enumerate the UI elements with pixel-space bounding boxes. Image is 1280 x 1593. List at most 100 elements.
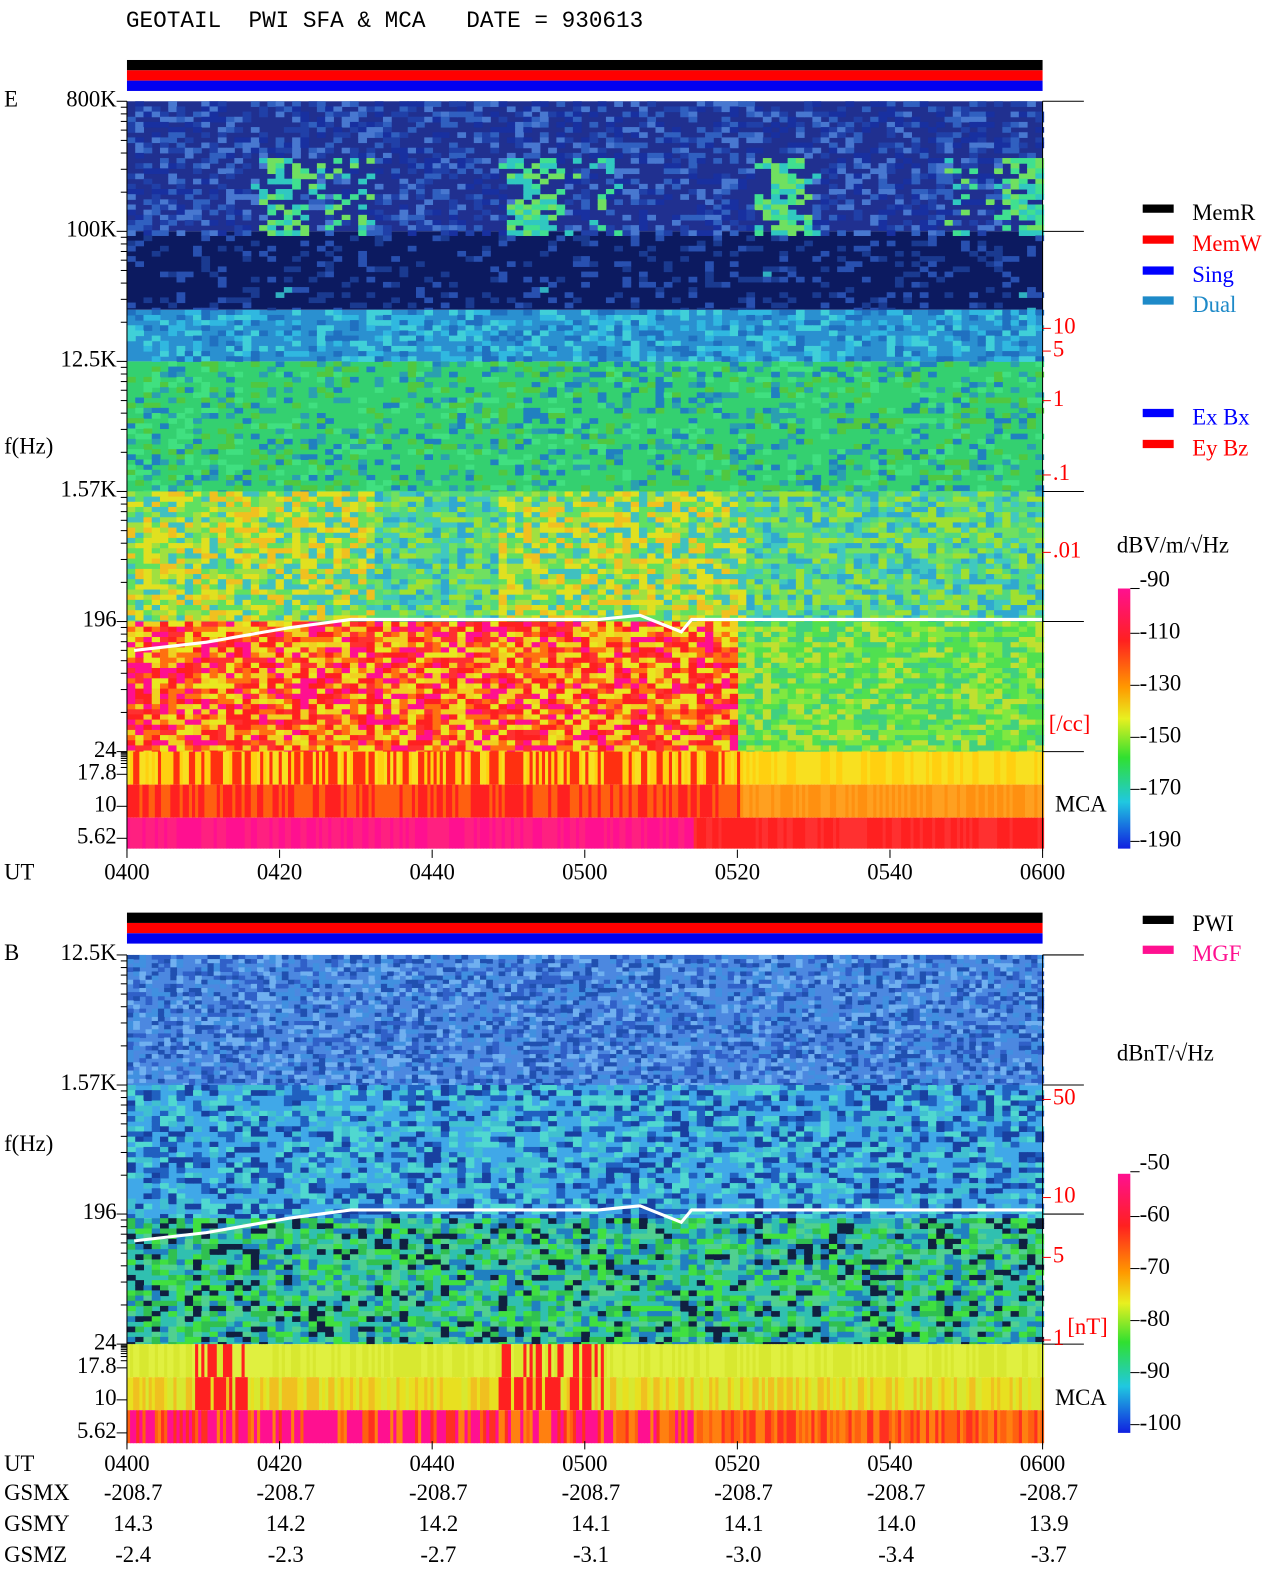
spectrogram-cell bbox=[903, 470, 912, 476]
spectrogram-cell bbox=[482, 485, 491, 491]
spectrogram-cell bbox=[862, 497, 871, 503]
spectrogram-cell bbox=[961, 137, 970, 143]
spectrogram-cell bbox=[796, 179, 805, 185]
spectrogram-cell bbox=[540, 538, 549, 544]
spectrogram-cell bbox=[655, 235, 664, 241]
spectrogram-cell bbox=[127, 507, 136, 513]
spectrogram-cell bbox=[622, 168, 631, 174]
spectrogram-cell bbox=[903, 533, 912, 539]
spectrogram-cell bbox=[647, 282, 656, 288]
spectrogram-cell bbox=[276, 429, 285, 435]
spectrogram-cell bbox=[251, 507, 260, 513]
spectrogram-cell bbox=[127, 336, 136, 342]
spectrogram-cell bbox=[152, 372, 161, 378]
spectrogram-cell bbox=[300, 423, 309, 429]
spectrogram-cell bbox=[243, 215, 252, 221]
spectrogram-cell bbox=[887, 127, 896, 133]
spectrogram-cell bbox=[920, 256, 929, 262]
spectrogram-cell bbox=[945, 475, 954, 481]
spectrogram-cell bbox=[317, 194, 326, 200]
spectrogram-cell bbox=[193, 163, 202, 169]
spectrogram-cell bbox=[499, 310, 508, 316]
spectrogram-cell bbox=[961, 485, 970, 491]
spectrogram-cell bbox=[672, 310, 681, 316]
spectrogram-cell bbox=[573, 261, 582, 267]
spectrogram-cell bbox=[292, 256, 301, 262]
spectrogram-cell bbox=[325, 548, 334, 554]
spectrogram-cell bbox=[581, 194, 590, 200]
spectrogram-cell bbox=[845, 315, 854, 321]
spectrogram-cell bbox=[416, 101, 425, 107]
spectrogram-cell bbox=[821, 392, 830, 398]
spectrogram-cell bbox=[408, 310, 417, 316]
spectrogram-cell bbox=[135, 330, 144, 336]
spectrogram-cell bbox=[416, 215, 425, 221]
spectrogram-cell bbox=[598, 163, 607, 169]
spectrogram-cell bbox=[532, 220, 541, 226]
spectrogram-cell bbox=[573, 117, 582, 123]
spectrogram-cell bbox=[680, 480, 689, 486]
spectrogram-cell bbox=[655, 287, 664, 293]
spectrogram-cell bbox=[234, 528, 243, 534]
spectrogram-cell bbox=[391, 485, 400, 491]
spectrogram-cell bbox=[994, 491, 1003, 497]
spectrogram-cell bbox=[441, 398, 450, 404]
spectrogram-cell bbox=[457, 512, 466, 518]
spectrogram-cell bbox=[168, 330, 177, 336]
spectrogram-cell bbox=[911, 533, 920, 539]
spectrogram-cell bbox=[622, 261, 631, 267]
spectrogram-cell bbox=[168, 127, 177, 133]
spectrogram-cell bbox=[837, 528, 846, 534]
spectrogram-cell bbox=[573, 235, 582, 241]
spectrogram-cell bbox=[705, 392, 714, 398]
spectrogram-cell bbox=[713, 491, 722, 497]
spectrogram-cell bbox=[565, 199, 574, 205]
spectrogram-cell bbox=[135, 315, 144, 321]
spectrogram-cell bbox=[234, 408, 243, 414]
spectrogram-cell bbox=[234, 346, 243, 352]
spectrogram-cell bbox=[1019, 423, 1028, 429]
spectrogram-cell bbox=[300, 413, 309, 419]
spectrogram-cell bbox=[961, 502, 970, 508]
spectrogram-cell bbox=[433, 189, 442, 195]
spectrogram-cell bbox=[532, 533, 541, 539]
spectrogram-cell bbox=[325, 336, 334, 342]
spectrogram-cell bbox=[1011, 497, 1020, 503]
spectrogram-cell bbox=[135, 137, 144, 143]
spectrogram-cell bbox=[936, 485, 945, 491]
spectrogram-cell bbox=[201, 256, 210, 262]
spectrogram-cell bbox=[978, 117, 987, 123]
spectrogram-cell bbox=[226, 507, 235, 513]
spectrogram-cell bbox=[986, 315, 995, 321]
spectrogram-cell bbox=[598, 522, 607, 528]
spectrogram-cell bbox=[945, 117, 954, 123]
spectrogram-cell bbox=[887, 418, 896, 424]
spectrogram-cell bbox=[548, 512, 557, 518]
spectrogram-cell bbox=[655, 465, 664, 471]
spectrogram-cell bbox=[845, 143, 854, 149]
spectrogram-cell bbox=[903, 538, 912, 544]
spectrogram-cell bbox=[622, 351, 631, 357]
spectrogram-cell bbox=[143, 491, 152, 497]
spectrogram-cell bbox=[755, 277, 764, 283]
spectrogram-cell bbox=[532, 475, 541, 481]
spectrogram-cell bbox=[928, 538, 937, 544]
spectrogram-cell bbox=[664, 137, 673, 143]
spectrogram-cell bbox=[953, 485, 962, 491]
spectrogram-cell bbox=[573, 143, 582, 149]
spectrogram-cell bbox=[961, 459, 970, 465]
spectrogram-cell bbox=[490, 543, 499, 549]
spectrogram-cell bbox=[1019, 538, 1028, 544]
spectrogram-cell bbox=[606, 528, 615, 534]
spectrogram-cell bbox=[606, 189, 615, 195]
spectrogram-cell bbox=[697, 465, 706, 471]
spectrogram-cell bbox=[152, 548, 161, 554]
spectrogram-cell bbox=[201, 266, 210, 272]
spectrogram-cell bbox=[664, 163, 673, 169]
spectrogram-cell bbox=[978, 485, 987, 491]
spectrogram-cell bbox=[449, 112, 458, 118]
spectrogram-cell bbox=[730, 205, 739, 211]
spectrogram-cell bbox=[862, 444, 871, 450]
spectrogram-cell bbox=[466, 543, 475, 549]
spectrogram-cell bbox=[878, 480, 887, 486]
